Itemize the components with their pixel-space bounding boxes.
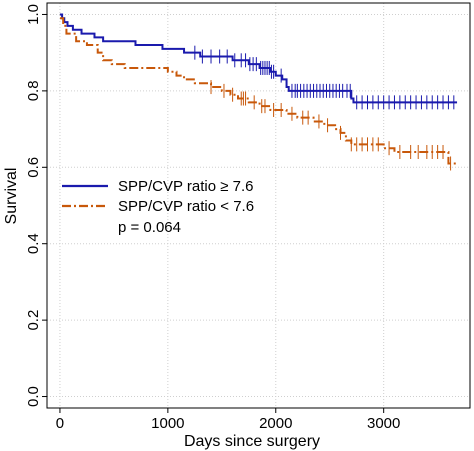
x-tick-label: 1000 — [151, 415, 184, 432]
y-tick-label: 0.0 — [25, 386, 42, 407]
y-tick-label: 0.4 — [25, 233, 42, 254]
x-axis: 0 1000 2000 3000 — [56, 408, 400, 432]
survival-curve-series-1 — [59, 13, 458, 104]
y-axis: 0.0 0.2 0.4 0.6 0.8 1.0 — [25, 4, 47, 407]
x-tick-label: 3000 — [367, 415, 400, 432]
legend: SPP/CVP ratio ≥ 7.6 SPP/CVP ratio < 7.6 … — [62, 178, 254, 236]
legend-label-series-2: SPP/CVP ratio < 7.6 — [118, 198, 254, 215]
y-tick-label: 0.8 — [25, 80, 42, 101]
x-tick-label: 2000 — [259, 415, 292, 432]
y-tick-label: 1.0 — [25, 4, 42, 25]
legend-label-series-1: SPP/CVP ratio ≥ 7.6 — [118, 178, 254, 195]
series-layer — [59, 13, 458, 165]
y-tick-label: 0.6 — [25, 157, 42, 178]
censor-marks — [194, 45, 455, 171]
survival-curve-series-2 — [59, 17, 458, 165]
x-axis-title: Days since surgery — [184, 433, 320, 450]
plot-frame — [46, 2, 471, 409]
x-tick-label: 0 — [56, 415, 64, 432]
y-axis-title: Survival — [3, 168, 20, 225]
y-tick-label: 0.2 — [25, 310, 42, 331]
p-value-annotation: p = 0.064 — [118, 219, 181, 236]
